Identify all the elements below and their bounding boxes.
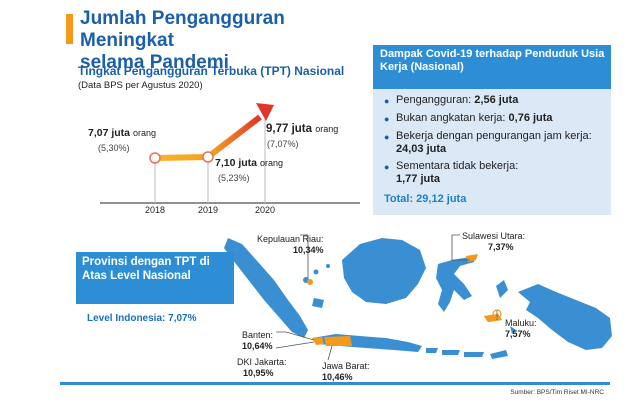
label-dki-value: 10,95% [243, 368, 274, 378]
island-timor [490, 350, 508, 359]
island-papua [518, 284, 612, 350]
impact-item-label: Bukan angkatan kerja: [396, 112, 509, 124]
label-kepri-value: 10,34% [293, 245, 324, 255]
indonesia-map [224, 234, 612, 361]
island-halmahera [496, 280, 508, 298]
label-sulut-value: 7,37% [488, 242, 514, 252]
label-maluku-name: Maluku: [505, 318, 537, 328]
label-maluku: Maluku: 7,57% [505, 318, 537, 340]
label-jabar: Jawa Barat: 10,46% [322, 361, 370, 383]
bullet-icon: ● [384, 96, 390, 106]
value-2019: 7,10 juta orang [215, 157, 283, 169]
year-2020: 2020 [255, 205, 276, 215]
island-sumatra [224, 238, 308, 338]
island-riau-3 [326, 264, 330, 268]
impact-item: ● Sementara tidak bekerja: 1,77 juta [384, 160, 609, 186]
impact-item: ● Pengangguran: 2,56 juta [384, 94, 609, 108]
provinces-title: Provinsi dengan TPT di Atas Level Nasion… [82, 256, 210, 282]
impact-item-value: 1,77 juta [396, 173, 441, 185]
value-2019-unit: orang [259, 158, 283, 168]
bullet-icon: ● [384, 114, 390, 124]
tpt-subtitle: (Data BPS per Agustus 2020) [78, 80, 203, 91]
level-indonesia: Level Indonesia: 7,07% [87, 313, 197, 324]
label-sulut-name: Sulawesi Utara: [462, 231, 526, 241]
impact-item-value: 0,76 juta [508, 112, 553, 124]
island-flores [464, 352, 484, 357]
source-credit: Sumber: BPS/Tim Riset MI-NRC [510, 389, 604, 396]
island-maluku-small [510, 326, 516, 334]
impact-item-value: 24,03 juta [396, 143, 447, 155]
leader-banten [276, 331, 315, 341]
label-dki: DKI Jakarta: 10,95% [237, 357, 287, 379]
title-accent-bar [66, 14, 73, 44]
value-2018-amount: 7,07 juta [88, 127, 131, 139]
value-2020-amount: 9,77 juta [266, 123, 313, 135]
island-bangka [312, 298, 324, 308]
impact-item-label: Pengangguran: [396, 94, 475, 106]
impact-item-value: 2,56 juta [474, 94, 519, 106]
maluku-marker [492, 309, 502, 319]
footer-rule [60, 382, 610, 385]
label-maluku-value: 7,57% [505, 329, 531, 339]
pct-2018: (5,30%) [98, 143, 130, 153]
province-banten [312, 337, 324, 345]
label-jabar-name: Jawa Barat: [322, 361, 370, 371]
pct-2020: (7,07%) [267, 139, 299, 149]
value-2020: 9,77 juta orang [266, 123, 338, 135]
value-2020-unit: orang [315, 124, 339, 134]
impact-list: ● Pengangguran: 2,56 juta ● Bukan angkatan… [384, 94, 609, 190]
value-2018-unit: orang [132, 128, 156, 138]
impact-total: Total: 29,12 juta [384, 193, 467, 205]
label-kepri: Kepulauan Riau: 10,34% [257, 234, 324, 256]
label-jabar-value: 10,46% [322, 372, 353, 382]
province-maluku [484, 314, 502, 322]
impact-item-label: Sementara tidak bekerja: [396, 160, 519, 172]
island-lombok-sumbawa [442, 350, 460, 355]
impact-item-text: Sementara tidak bekerja: 1,77 juta [396, 160, 518, 186]
year-2018: 2018 [145, 205, 166, 215]
impact-title: Dampak Covid-19 terhadap Penduduk Usia K… [380, 48, 605, 73]
island-riau-2 [313, 269, 319, 275]
leader-kepri [300, 234, 309, 278]
point-2018 [149, 152, 161, 164]
title-line-2: selama Pandemi [80, 52, 229, 73]
impact-item-text: Pengangguran: 2,56 juta [396, 94, 518, 108]
label-dki-name: DKI Jakarta: [237, 357, 287, 367]
value-2018: 7,07 juta orang [88, 127, 156, 139]
title-line-1: Jumlah Pengangguran Meningkat [80, 8, 285, 51]
leader-dki [275, 341, 315, 349]
label-sulut: Sulawesi Utara: 7,37% [462, 231, 525, 253]
page-title: Jumlah Pengangguran Meningkat selama Pan… [80, 8, 380, 74]
label-banten-value: 10,64% [242, 341, 273, 351]
impact-item-label: Bekerja dengan pengurangan jam kerja: [396, 130, 592, 142]
province-kepulauan-riau [307, 279, 313, 285]
pct-2019: (5,23%) [218, 173, 250, 183]
leader-sulut [451, 234, 470, 261]
trend-arrow-head [256, 103, 274, 121]
impact-item: ● Bekerja dengan pengurangan jam kerja: 2… [384, 130, 609, 156]
tpt-line-chart [100, 103, 360, 204]
province-jawa-barat [324, 336, 352, 346]
provinces-box [76, 252, 234, 304]
impact-item: ● Bukan angkatan kerja: 0,76 juta [384, 112, 609, 126]
year-2019: 2019 [198, 205, 219, 215]
impact-panel-header [373, 45, 611, 89]
bullet-icon: ● [384, 162, 390, 172]
value-2019-amount: 7,10 juta [215, 157, 258, 169]
point-2019 [202, 151, 214, 163]
island-kalimantan [342, 238, 426, 304]
label-banten-name: Banten: [242, 330, 274, 340]
label-kepri-name: Kepulauan Riau: [257, 234, 324, 244]
label-banten: Banten: 10,64% [242, 330, 273, 352]
tpt-title: Tingkat Pengangguran Terbuka (TPT) Nasio… [78, 64, 345, 78]
leader-jabar [327, 345, 333, 361]
province-sulawesi-utara [466, 254, 478, 262]
impact-item-text: Bukan angkatan kerja: 0,76 juta [396, 112, 553, 126]
bullet-icon: ● [384, 132, 390, 142]
impact-item-text: Bekerja dengan pengurangan jam kerja: 24… [396, 130, 609, 156]
island-bali [426, 348, 438, 353]
island-sulawesi [436, 256, 476, 312]
